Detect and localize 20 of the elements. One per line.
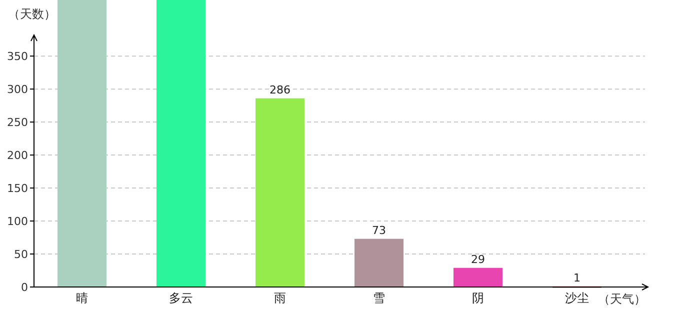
y-tick-label: 250: [7, 116, 28, 130]
y-tick-label: 100: [7, 215, 28, 228]
x-tick-label: 多云: [169, 291, 193, 305]
y-tick-label: 0: [21, 281, 28, 294]
y-tick-label: 350: [7, 50, 28, 64]
x-tick-label: 阴: [472, 291, 484, 305]
y-axis-title: （天数）: [8, 7, 56, 21]
data-label: 29: [471, 252, 485, 266]
y-tick-label: 50: [14, 248, 28, 262]
x-axis-title: （天气）: [598, 292, 646, 306]
x-tick-label: 雪: [373, 291, 385, 305]
x-tick-label: 雨: [274, 291, 286, 305]
data-label: 1: [574, 271, 580, 284]
data-label: 286: [270, 83, 290, 96]
y-tick-label: 150: [7, 182, 28, 196]
x-tick-label: 沙尘: [565, 291, 589, 305]
y-tick-label: 300: [7, 83, 28, 96]
data-label: 73: [372, 224, 386, 237]
x-tick-label: 晴: [76, 291, 88, 305]
y-tick-label: 200: [7, 149, 28, 162]
